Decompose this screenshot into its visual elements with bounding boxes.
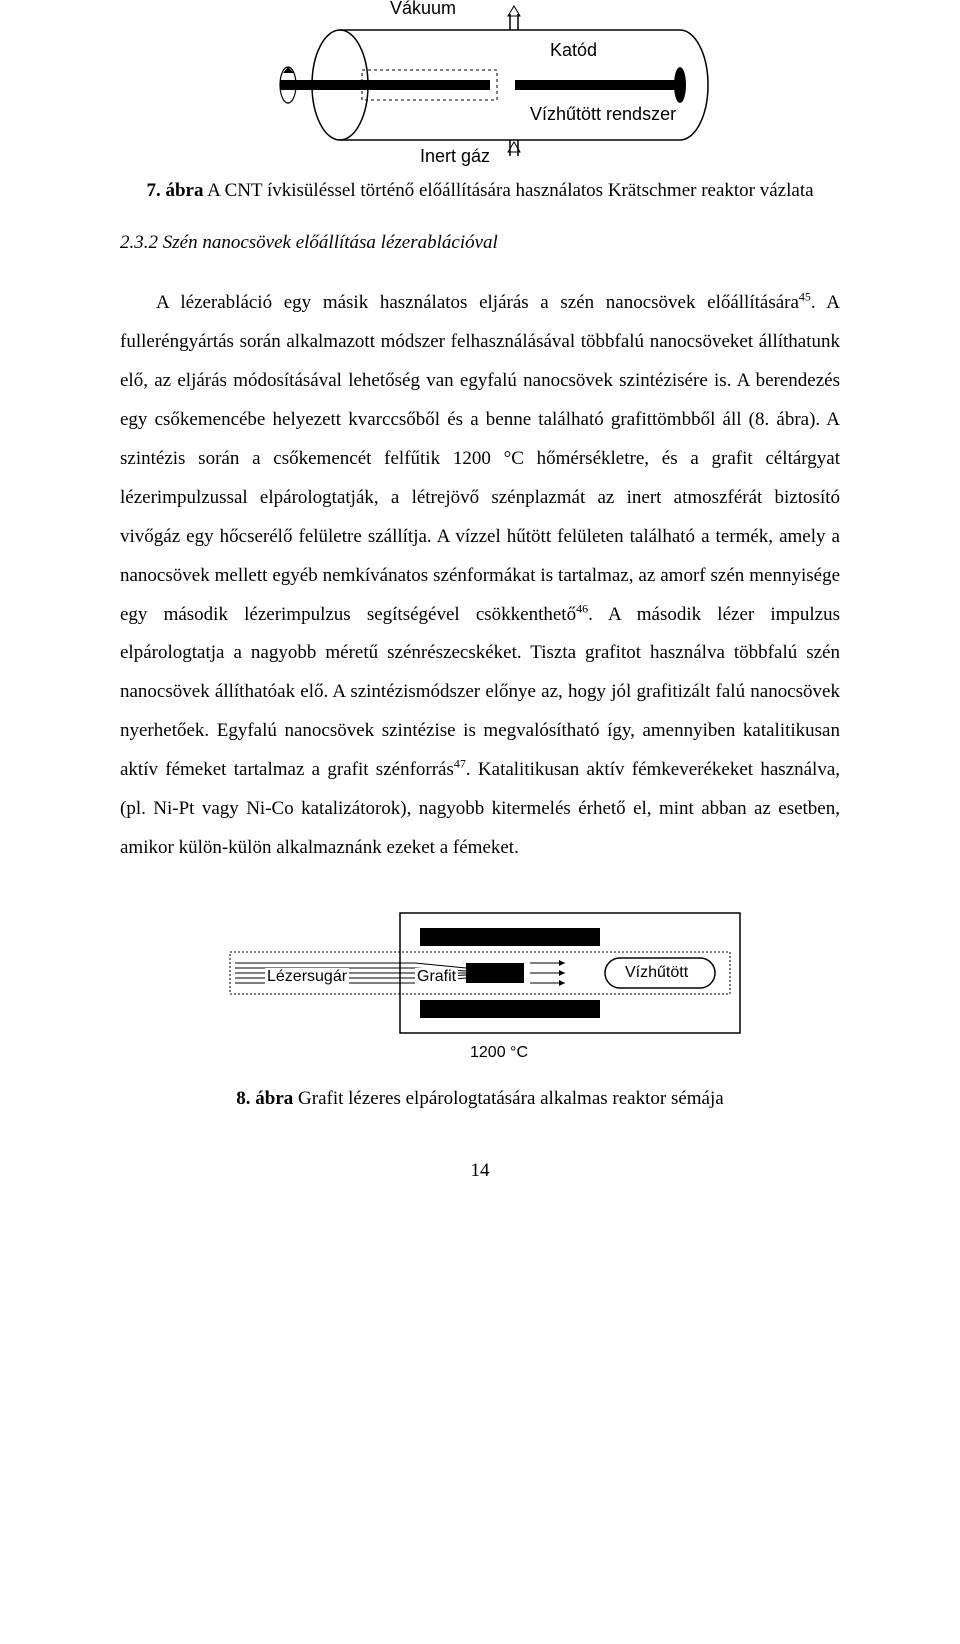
page: Vákuum Katód Vízhűtött rendszer Inert gá… bbox=[0, 0, 960, 1644]
figure-7-label-cooling: Vízhűtött rendszer bbox=[530, 104, 676, 125]
citation-47: 47 bbox=[454, 757, 466, 771]
section-heading: 2.3.2 Szén nanocsövek előállítása lézera… bbox=[120, 232, 840, 254]
figure-8-label-cooled: Vízhűtött bbox=[625, 964, 688, 982]
body-text-2: . A fulleréngyártás során alkalmazott mó… bbox=[120, 292, 840, 625]
figure-7-label-cathode: Katód bbox=[550, 40, 597, 61]
figure-8-caption: 8. ábra Grafit lézeres elpárologtatására… bbox=[120, 1088, 840, 1110]
citation-46: 46 bbox=[576, 601, 588, 615]
figure-7: Vákuum Katód Vízhűtött rendszer Inert gá… bbox=[120, 0, 840, 160]
figure-8-label-temp: 1200 °C bbox=[470, 1044, 528, 1062]
figure-7-label-inert: Inert gáz bbox=[420, 146, 490, 167]
figure-8: Lézersugár Grafit Vízhűtött 1200 °C bbox=[210, 908, 750, 1078]
figure-7-caption: 7. ábra A CNT ívkisüléssel történő előál… bbox=[120, 180, 840, 202]
figure-7-svg bbox=[120, 0, 840, 160]
figure-7-label-vacuum: Vákuum bbox=[390, 0, 456, 19]
body-text-3: . A második lézer impulzus elpárologtatj… bbox=[120, 604, 840, 781]
figure-8-label-graphite: Grafit bbox=[415, 968, 458, 986]
body-text-1: A lézerabláció egy másik használatos elj… bbox=[156, 292, 799, 313]
figure-8-caption-bold: 8. ábra Grafit lézeres elpárologtatására… bbox=[236, 1088, 723, 1109]
figure-7-caption-text: 7. ábra A CNT ívkisüléssel történő előál… bbox=[146, 180, 813, 201]
citation-45: 45 bbox=[799, 290, 811, 304]
figure-8-caption-text: 8. ábra Grafit lézeres elpárologtatására… bbox=[236, 1088, 723, 1109]
page-number: 14 bbox=[120, 1160, 840, 1182]
figure-7-caption-number: 7. ábra A CNT ívkisüléssel történő előál… bbox=[146, 180, 813, 201]
figure-8-label-laser: Lézersugár bbox=[265, 968, 349, 986]
body-paragraph: A lézerabláció egy másik használatos elj… bbox=[120, 284, 840, 868]
